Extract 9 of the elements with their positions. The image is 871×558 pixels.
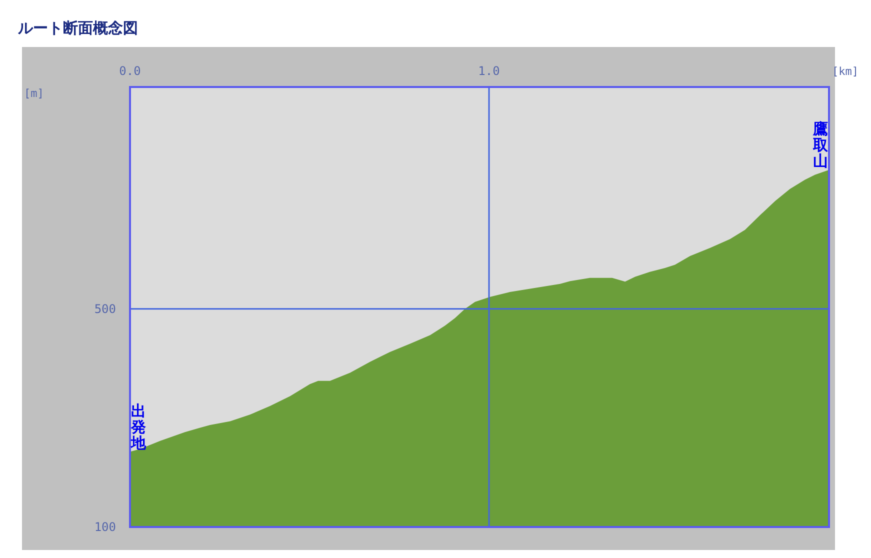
chart-title: ルート断面概念図 <box>17 19 138 37</box>
annotation: 出発地 <box>131 402 146 452</box>
x-tick-label: 1.0 <box>478 64 500 78</box>
y-tick-label: 500 <box>94 302 116 316</box>
y-axis-title: [m] <box>24 87 44 100</box>
x-axis-title: [km] <box>832 65 858 78</box>
x-tick-label: 0.0 <box>119 64 141 78</box>
annotation: 鷹取山 <box>813 120 828 170</box>
y-tick-label: 100 <box>94 520 116 534</box>
